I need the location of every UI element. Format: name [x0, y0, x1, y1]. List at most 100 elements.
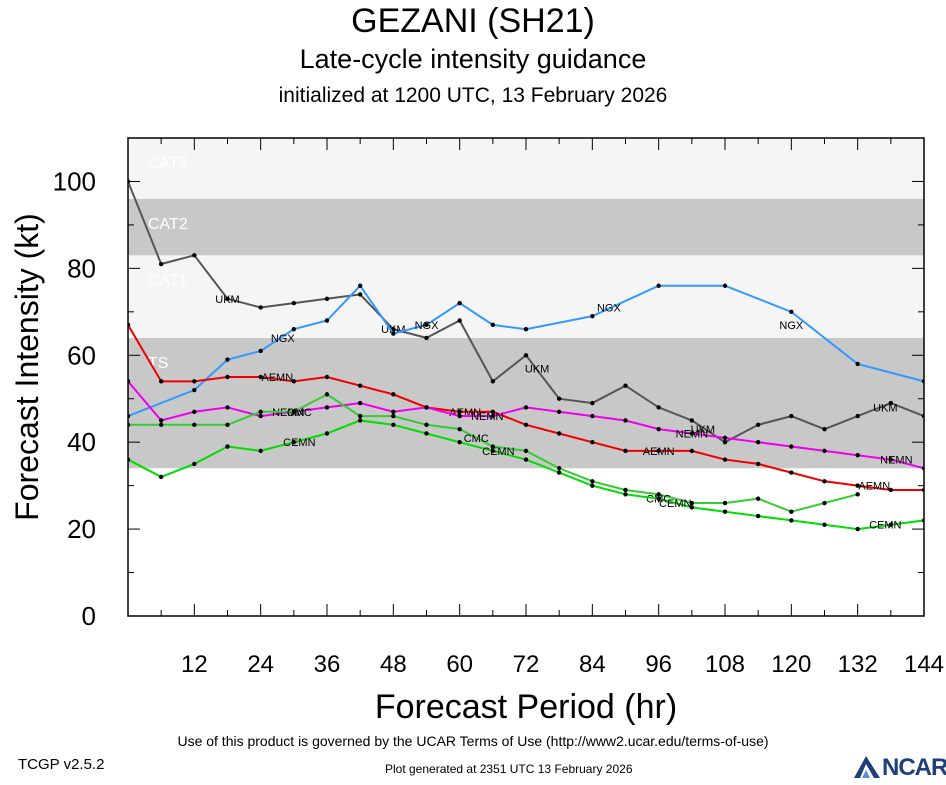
data-point-cmc: [556, 466, 562, 471]
data-point-aemn: [128, 322, 131, 328]
data-point-ukm: [457, 318, 462, 323]
init-time: initialized at 1200 UTC, 13 February 202…: [278, 84, 668, 107]
x-tick-label: 120: [771, 651, 811, 678]
data-point-cmc: [192, 422, 197, 427]
data-point-ngx: [722, 283, 728, 288]
series-label-ngx: NGX: [415, 320, 440, 332]
band-cat1: [128, 255, 924, 338]
series-cmc: CMCCMCCMC: [128, 392, 860, 514]
data-point-cmc: [391, 413, 396, 419]
data-point-cmc: [590, 479, 595, 484]
ncar-logo: NCAR: [852, 752, 946, 781]
data-point-ukm: [921, 413, 924, 419]
series-label-nemn: NEMN: [471, 411, 503, 423]
data-point-cemn: [722, 509, 728, 514]
y-axis-label: Forecast Intensity (kt): [9, 213, 45, 521]
terms-of-use[interactable]: Use of this product is governed by the U…: [177, 733, 769, 749]
data-point-ukm: [424, 335, 429, 341]
data-point-cmc: [457, 426, 462, 432]
data-point-cmc: [656, 492, 661, 497]
data-point-cemn: [158, 474, 164, 480]
data-point-ngx: [424, 322, 429, 328]
data-point-cmc: [523, 448, 529, 454]
x-tick-label: 36: [314, 651, 341, 678]
data-point-nemn: [855, 453, 860, 458]
data-point-nemn: [755, 439, 761, 445]
data-point-ukm: [722, 439, 728, 445]
band-label-cat1: CAT1: [148, 272, 188, 289]
data-point-ukm: [192, 253, 197, 258]
x-tick-label: 144: [904, 651, 944, 678]
data-point-aemn: [490, 409, 496, 414]
data-point-nemn: [888, 457, 894, 462]
series-label-nemn: NEMN: [676, 428, 708, 440]
data-point-cemn: [789, 518, 794, 523]
data-point-ukm: [490, 379, 496, 384]
data-point-nemn: [158, 418, 164, 423]
series-cemn: CEMN CEMN CEMN CEMN: [128, 418, 924, 532]
y-tick-label: 100: [53, 166, 96, 196]
x-tick-label: 72: [513, 651, 540, 678]
data-point-nemn: [192, 409, 197, 414]
data-point-ngx: [590, 313, 595, 319]
data-point-ukm: [258, 305, 263, 310]
data-point-cmc: [855, 492, 860, 497]
data-point-cemn: [888, 522, 894, 527]
data-point-aemn: [623, 448, 628, 454]
data-point-cmc: [158, 422, 164, 427]
data-point-ngx: [192, 387, 197, 393]
series-label-cemn: CEMN: [659, 498, 691, 510]
data-point-cemn: [128, 457, 131, 462]
x-tick-label: 84: [579, 651, 606, 678]
data-point-ukm: [523, 353, 529, 358]
series-label-cmc: CMC: [287, 407, 312, 419]
data-point-aemn: [822, 479, 827, 484]
data-point-ngx: [490, 322, 496, 328]
data-point-ukm: [590, 400, 595, 406]
plot-generated-time: Plot generated at 2351 UTC 13 February 2…: [385, 762, 633, 776]
data-point-cemn: [822, 522, 827, 527]
data-point-nemn: [656, 426, 661, 432]
data-point-aemn: [689, 448, 695, 454]
x-tick-label: 12: [181, 651, 208, 678]
data-point-aemn: [192, 379, 197, 384]
data-point-ngx: [225, 357, 230, 362]
data-point-ukm: [855, 413, 860, 419]
series-label-ukm: UKM: [215, 294, 239, 306]
y-tick-label: 0: [82, 601, 96, 631]
band-cat2: [128, 198, 924, 256]
y-tick-label: 80: [67, 253, 96, 283]
data-point-aemn: [158, 379, 164, 384]
data-point-cmc: [291, 409, 297, 414]
data-point-ukm: [556, 396, 562, 401]
data-point-cemn: [523, 457, 529, 462]
series-label-cemn: CEMN: [482, 446, 514, 458]
series-ngx: NGX NGX NGX NGX: [128, 283, 924, 419]
series-line-ngx: [128, 284, 924, 418]
data-point-aemn: [225, 374, 230, 380]
data-point-nemn: [490, 413, 496, 419]
data-point-nemn: [225, 405, 230, 410]
data-point-nemn: [324, 405, 330, 410]
data-point-aemn: [357, 383, 363, 388]
series-label-cmc: CMC: [464, 433, 489, 445]
data-point-aemn: [258, 374, 263, 380]
data-point-cmc: [324, 392, 330, 397]
data-point-cmc: [357, 413, 363, 419]
data-point-cmc: [225, 422, 230, 427]
data-point-ukm: [755, 422, 761, 427]
data-point-nemn: [258, 413, 263, 419]
data-point-ngx: [291, 327, 297, 332]
data-point-cmc: [424, 422, 429, 427]
data-point-ukm: [291, 300, 297, 306]
data-point-ngx: [921, 379, 924, 384]
data-point-cemn: [457, 439, 462, 445]
data-point-cmc: [490, 444, 496, 449]
data-point-cmc: [689, 500, 695, 506]
data-point-ukm: [789, 413, 794, 419]
data-point-cemn: [291, 439, 297, 445]
data-point-cmc: [755, 496, 761, 501]
data-point-aemn: [457, 409, 462, 414]
data-point-ukm: [689, 418, 695, 423]
